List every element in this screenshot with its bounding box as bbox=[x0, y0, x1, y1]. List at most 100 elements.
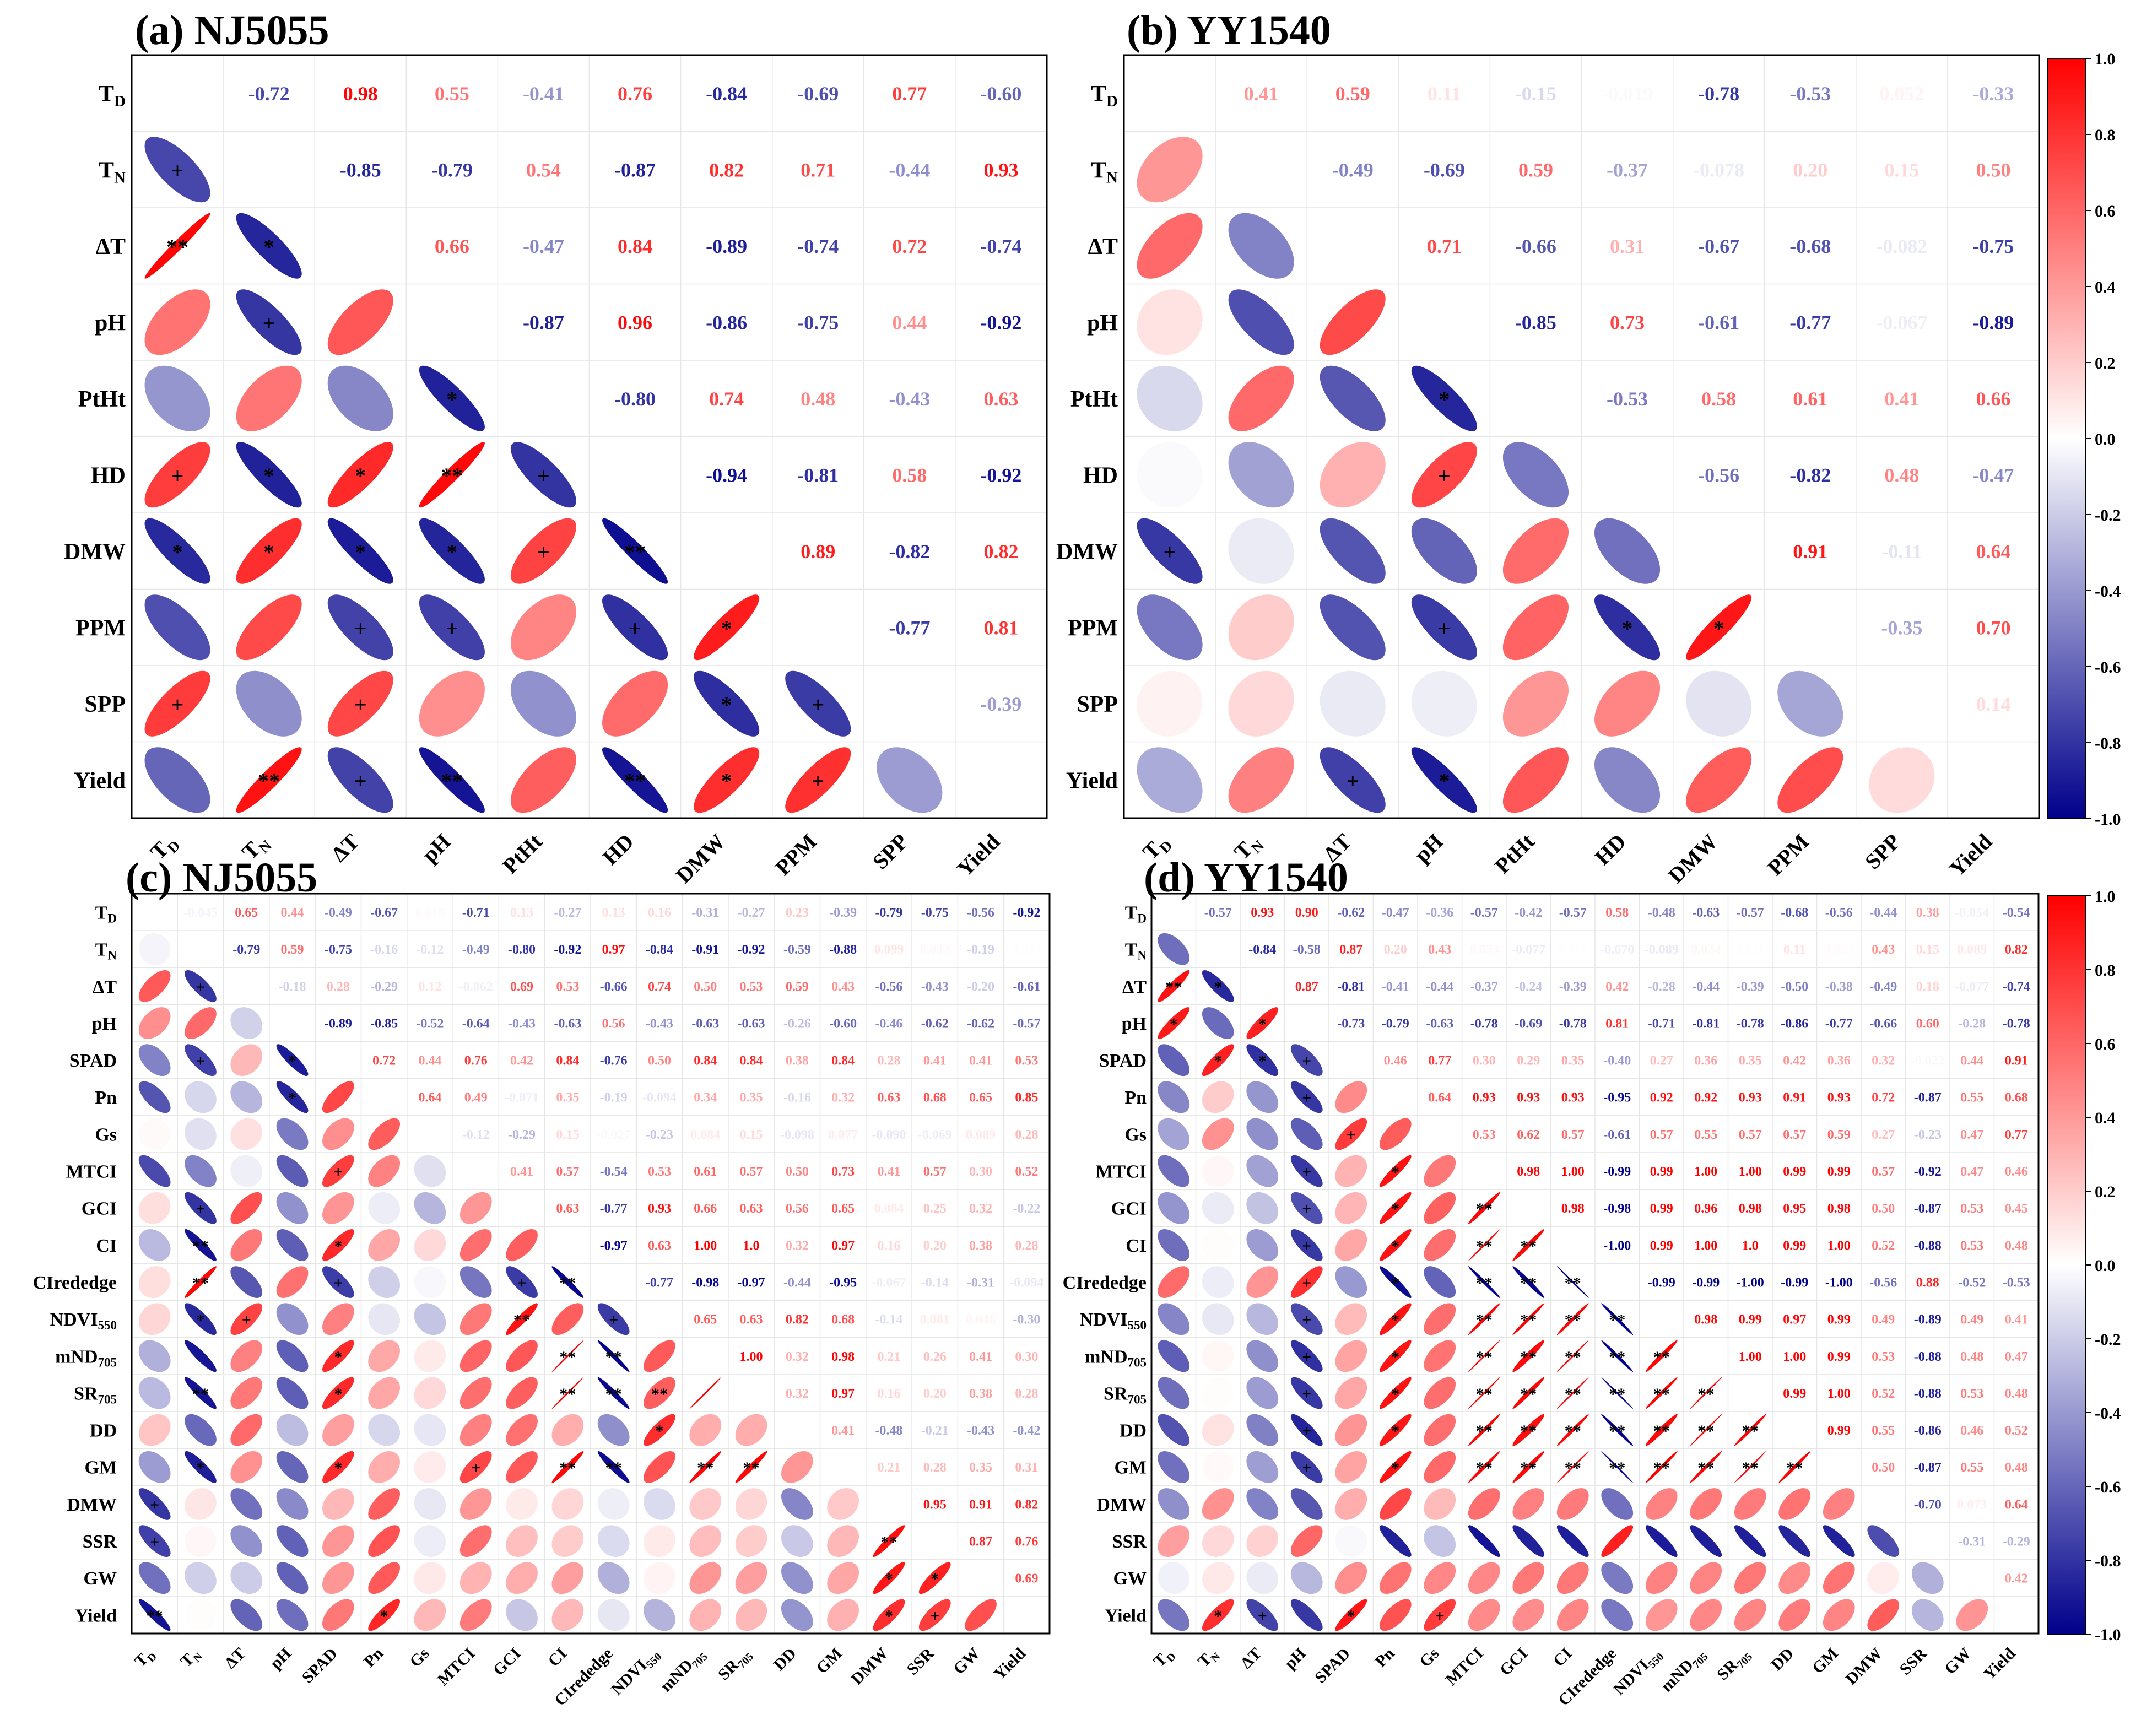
corr-ellipse bbox=[1778, 1525, 1811, 1557]
corr-ellipse bbox=[1202, 1118, 1234, 1150]
column-label: DD bbox=[1767, 1645, 1797, 1674]
significance-mark: * bbox=[196, 1311, 204, 1329]
corr-value: -0.79 bbox=[1382, 1016, 1409, 1031]
corr-ellipse bbox=[230, 1155, 263, 1187]
corr-ellipse bbox=[1202, 1192, 1234, 1224]
corr-value: 0.98 bbox=[1517, 1165, 1540, 1179]
corr-value: 0.28 bbox=[1015, 1239, 1038, 1253]
row-label: MTCI bbox=[1095, 1162, 1147, 1182]
corr-ellipse bbox=[276, 1488, 309, 1520]
corr-value: -0.92 bbox=[1013, 906, 1040, 920]
corr-ellipse bbox=[230, 1229, 263, 1261]
corr-value: 0.28 bbox=[1015, 1387, 1038, 1401]
corr-ellipse bbox=[1335, 1266, 1367, 1298]
corr-value: -0.069 bbox=[918, 1128, 952, 1142]
corr-ellipse bbox=[1290, 1340, 1323, 1372]
corr-value: -0.88 bbox=[1914, 1387, 1942, 1401]
corr-value: -0.94 bbox=[706, 464, 747, 486]
corr-ellipse bbox=[644, 1451, 675, 1483]
significance-mark: + bbox=[812, 692, 824, 717]
significance-mark: + bbox=[1164, 539, 1176, 564]
row-label: TN bbox=[1125, 940, 1147, 962]
significance-mark: * bbox=[1391, 1200, 1399, 1218]
significance-mark: * bbox=[446, 387, 457, 412]
corr-value: 0.63 bbox=[740, 1202, 763, 1216]
significance-mark: * bbox=[1391, 1422, 1399, 1440]
corr-ellipse bbox=[1734, 1525, 1766, 1557]
corr-ellipse bbox=[185, 1007, 217, 1039]
corr-value: 0.63 bbox=[740, 1313, 763, 1327]
corr-value: -0.31 bbox=[967, 1275, 994, 1290]
corr-ellipse bbox=[1290, 1081, 1323, 1113]
corr-ellipse bbox=[414, 1303, 446, 1335]
corr-ellipse bbox=[1379, 1451, 1412, 1483]
significance-mark: ** bbox=[559, 1348, 576, 1366]
corr-ellipse bbox=[1502, 594, 1569, 661]
corr-ellipse bbox=[1645, 1599, 1678, 1631]
corr-value: -0.61 bbox=[1603, 1128, 1631, 1142]
significance-mark: ** bbox=[1565, 1422, 1581, 1440]
corr-ellipse bbox=[1246, 1229, 1279, 1261]
row-label: NDVI550 bbox=[50, 1310, 117, 1332]
corr-ellipse bbox=[1778, 1599, 1811, 1631]
corr-value: -0.69 bbox=[1424, 159, 1465, 181]
corr-value: -0.054 bbox=[1955, 906, 1989, 920]
corr-ellipse bbox=[644, 1599, 675, 1631]
corr-value: 0.91 bbox=[969, 1497, 992, 1512]
corr-value: 0.35 bbox=[1561, 1054, 1585, 1068]
corr-value: 0.48 bbox=[2005, 1387, 2028, 1401]
corr-value: -0.88 bbox=[1914, 1239, 1942, 1253]
row-label: mND705 bbox=[1085, 1346, 1147, 1369]
corr-ellipse bbox=[551, 1599, 584, 1631]
corr-ellipse bbox=[1158, 1229, 1190, 1261]
corr-value: 0.30 bbox=[969, 1165, 992, 1179]
row-label: GW bbox=[1113, 1569, 1147, 1589]
corr-ellipse bbox=[506, 1377, 538, 1409]
corr-ellipse bbox=[1158, 970, 1190, 1002]
corr-value: 0.55 bbox=[1960, 1461, 1983, 1475]
corr-value: 0.99 bbox=[1650, 1165, 1673, 1179]
corr-ellipse bbox=[1512, 1340, 1545, 1372]
significance-mark: * bbox=[172, 539, 183, 564]
corr-value: -0.84 bbox=[646, 943, 673, 957]
corr-value: 0.15 bbox=[556, 1128, 579, 1142]
significance-mark: ** bbox=[1476, 1311, 1493, 1329]
corr-value: -0.41 bbox=[1382, 980, 1409, 994]
corr-ellipse bbox=[1246, 1451, 1279, 1483]
corr-value: -0.58 bbox=[1293, 943, 1321, 957]
corr-value: -0.31 bbox=[691, 906, 719, 920]
corr-value: -0.97 bbox=[600, 1239, 628, 1253]
corr-ellipse bbox=[322, 1525, 354, 1557]
corr-value: 0.20 bbox=[923, 1239, 947, 1253]
corr-ellipse bbox=[1335, 1081, 1367, 1113]
corr-value: 0.84 bbox=[740, 1054, 763, 1068]
corr-ellipse bbox=[1601, 1488, 1634, 1520]
corr-ellipse bbox=[1290, 1377, 1323, 1409]
corr-value: -0.52 bbox=[1958, 1275, 1986, 1290]
corr-ellipse bbox=[644, 1414, 675, 1446]
corr-value: -0.19 bbox=[967, 943, 994, 957]
colorbar-tick-label: -0.2 bbox=[2095, 1331, 2121, 1349]
corr-value: 0.61 bbox=[1793, 388, 1827, 410]
corr-value: -0.12 bbox=[416, 943, 444, 957]
corr-ellipse bbox=[276, 1118, 309, 1150]
corr-value: 0.48 bbox=[801, 388, 835, 410]
corr-value: 0.59 bbox=[786, 980, 809, 994]
row-label: SSR bbox=[83, 1532, 117, 1552]
corr-ellipse bbox=[1468, 1488, 1500, 1520]
corr-value: 0.69 bbox=[1015, 1572, 1038, 1586]
column-label: CI bbox=[544, 1645, 570, 1670]
corr-ellipse bbox=[1228, 213, 1294, 279]
corr-value: -0.92 bbox=[980, 311, 1021, 333]
column-label: Gs bbox=[1416, 1645, 1442, 1671]
corr-ellipse bbox=[597, 1303, 630, 1335]
corr-ellipse bbox=[1556, 1377, 1589, 1409]
corr-ellipse bbox=[1379, 1599, 1412, 1631]
corr-value: 0.47 bbox=[1960, 1165, 1983, 1179]
significance-mark: ** bbox=[1520, 1459, 1537, 1477]
corr-ellipse bbox=[1556, 1340, 1589, 1372]
corr-value: -0.089 bbox=[1645, 943, 1679, 957]
significance-mark: ** bbox=[1520, 1422, 1537, 1440]
corr-value: -0.77 bbox=[646, 1275, 673, 1290]
corr-value: 0.53 bbox=[1960, 1202, 1983, 1216]
